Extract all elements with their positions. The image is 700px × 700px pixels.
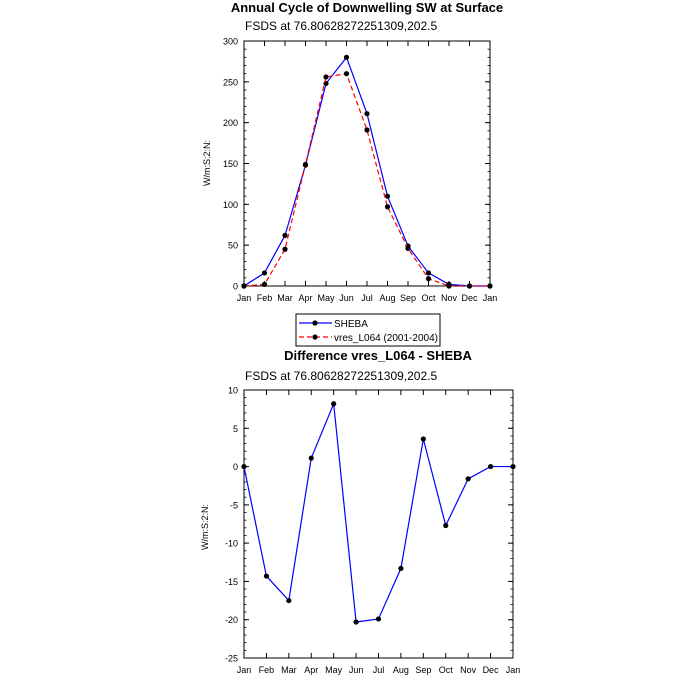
chart1-title: Annual Cycle of Downwelling SW at Surfac… bbox=[231, 0, 503, 15]
chart1-y-tick-label: 300 bbox=[223, 37, 238, 47]
chart1-x-tick-label: Apr bbox=[298, 293, 312, 303]
chart2-series-1-point bbox=[241, 463, 247, 470]
chart2-title: Difference vres_L064 - SHEBA bbox=[284, 348, 472, 363]
chart2-x-tick-label: Nov bbox=[460, 665, 477, 675]
chart2-y-axis-label: W/m:S:2:N: bbox=[200, 504, 210, 550]
chart2-subtitle: FSDS at 76.80628272251309,202.5 bbox=[245, 369, 437, 383]
chart2-x-tick-label: Mar bbox=[281, 665, 297, 675]
chart1-series-2-point bbox=[487, 283, 493, 289]
chart2-x-tick-label: Feb bbox=[259, 665, 275, 675]
chart2-x-tick-label: Aug bbox=[393, 665, 409, 675]
chart2-x-tick-label: Jan bbox=[506, 665, 521, 675]
chart1-x-tick-label: Jan bbox=[237, 293, 252, 303]
chart1-x-tick-label: Mar bbox=[277, 293, 293, 303]
chart2-series-1-point bbox=[420, 436, 426, 442]
chart1-y-tick-label: 50 bbox=[228, 241, 238, 251]
chart1-y-tick-label: 200 bbox=[223, 118, 238, 128]
chart2-x-tick-label: May bbox=[325, 665, 343, 675]
chart2-x-tick-label: Jul bbox=[373, 665, 385, 675]
chart1-series-1-point bbox=[425, 270, 432, 276]
chart2-series-1-point bbox=[510, 463, 516, 470]
chart2-x-tick-label: Jan bbox=[237, 665, 252, 675]
chart1-x-tick-label: Jun bbox=[339, 293, 354, 303]
legend-label-model: vres_L064 (2001-2004) bbox=[334, 333, 438, 344]
chart2-x-tick-label: Oct bbox=[439, 665, 454, 675]
chart1-series-2-point bbox=[466, 283, 473, 289]
chart1-x-tick-label: Jan bbox=[483, 293, 498, 303]
chart1-x-tick-label: Oct bbox=[421, 293, 436, 303]
chart1-legend: SHEBA vres_L064 (2001-2004) bbox=[295, 313, 441, 347]
chart1-y-tick-label: 100 bbox=[223, 200, 238, 210]
chart1-x-tick-label: Dec bbox=[461, 293, 478, 303]
chart1-x-tick-label: Nov bbox=[441, 293, 458, 303]
chart2-x-tick-label: Dec bbox=[483, 665, 500, 675]
chart2-x-tick-label: Apr bbox=[304, 665, 318, 675]
chart1-y-tick-label: 250 bbox=[223, 77, 238, 87]
chart2-series-1-point bbox=[331, 401, 337, 407]
chart2-y-tick-label: -15 bbox=[225, 577, 238, 587]
chart1-series-2-point bbox=[405, 245, 411, 252]
chart1-y-tick-label: 150 bbox=[223, 159, 238, 169]
chart1-series-2-point bbox=[241, 283, 247, 289]
chart1-series-2-point bbox=[343, 71, 350, 77]
chart2-series-1-point bbox=[308, 455, 314, 461]
chart1-series-1-line bbox=[243, 56, 490, 287]
chart1-series-1-point bbox=[282, 232, 288, 238]
chart1-x-tick-label: May bbox=[317, 293, 335, 303]
chart2-y-tick-label: -5 bbox=[230, 500, 238, 510]
chart1-x-tick-label: Jul bbox=[361, 293, 373, 303]
chart2-y-tick-label: 0 bbox=[233, 462, 238, 472]
chart1-series-2-line bbox=[243, 72, 490, 287]
chart2-plot: Jan Feb Mar Apr May Jun Jul Aug Sep Oct Nov Dec Jan 1… bbox=[225, 386, 520, 676]
chart2-series-1-point bbox=[443, 522, 449, 529]
chart1-y-axis-label: W/m:S:2:N: bbox=[202, 140, 212, 186]
chart1-series-2-point bbox=[384, 204, 391, 210]
legend-marker-sheba bbox=[312, 320, 318, 326]
chart2-series-1-point bbox=[465, 476, 471, 482]
chart1-series-2-point bbox=[282, 246, 288, 252]
chart2-y-tick-label: -25 bbox=[225, 654, 238, 664]
chart1-x-tick-label: Aug bbox=[379, 293, 395, 303]
legend-label-sheba: SHEBA bbox=[334, 319, 368, 330]
chart2-y-tick-label: -20 bbox=[225, 615, 238, 625]
chart2-series-1-point bbox=[375, 616, 382, 622]
chart1-series-2-point bbox=[425, 276, 432, 282]
chart2-series-1-point bbox=[487, 463, 494, 470]
chart2-y-tick-label: -10 bbox=[225, 539, 238, 549]
chart1-plot: Jan Feb Mar Apr May Jun Jul Aug Sep Oct Nov Dec Jan0… bbox=[223, 37, 497, 304]
chart1-series-2-point bbox=[364, 127, 370, 133]
chart1-y-tick-label: 0 bbox=[233, 282, 238, 292]
chart2-y-tick-label: 10 bbox=[228, 386, 238, 396]
chart1-series-1-point bbox=[261, 270, 268, 276]
chart2-series-1-point bbox=[263, 573, 270, 579]
chart1-series-2-point bbox=[446, 283, 452, 289]
legend-box bbox=[295, 313, 441, 347]
chart1-series-2-point bbox=[261, 281, 268, 287]
legend-marker-model bbox=[312, 334, 318, 340]
chart1-series-1-point bbox=[343, 54, 350, 60]
chart2-x-tick-label: Jun bbox=[349, 665, 364, 675]
chart2-series-1-point bbox=[398, 565, 404, 572]
chart2-series-1-point bbox=[286, 597, 292, 604]
chart1-x-tick-label: Feb bbox=[257, 293, 273, 303]
chart1-series-1-point bbox=[323, 80, 329, 87]
chart2-series-1-line bbox=[243, 403, 513, 623]
chart1-x-tick-label: Sep bbox=[400, 293, 416, 303]
chart1-subtitle: FSDS at 76.80628272251309,202.5 bbox=[245, 19, 437, 33]
chart2-x-tick-label: Sep bbox=[415, 665, 431, 675]
chart1-series-2-point bbox=[302, 161, 309, 167]
chart1-series-1-point bbox=[364, 111, 370, 117]
chart1-series-2-point bbox=[323, 74, 329, 80]
chart1-series-1-point bbox=[384, 193, 391, 199]
chart2-y-tick-label: 5 bbox=[233, 424, 238, 434]
chart2-series-1-point bbox=[353, 619, 359, 625]
chart1-frame bbox=[243, 40, 491, 287]
